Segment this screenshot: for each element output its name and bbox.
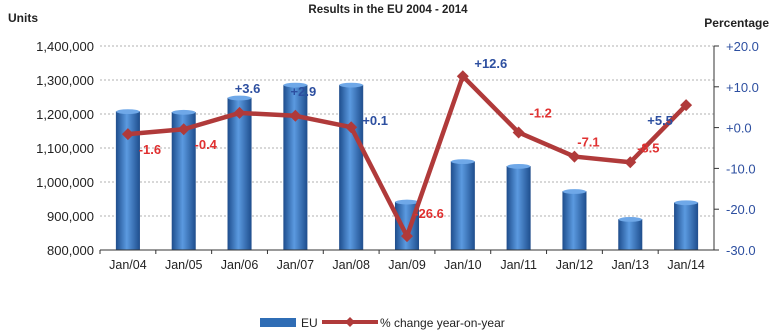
- change-data-label: -0.4: [195, 137, 218, 152]
- change-data-label: +3.6: [235, 81, 261, 96]
- change-data-label: +5.5: [647, 113, 673, 128]
- y-left-tick-label: 800,000: [47, 243, 94, 258]
- x-tick-label: Jan/12: [556, 258, 594, 272]
- bar-eu: [339, 84, 364, 251]
- change-data-label: -7.1: [577, 135, 599, 150]
- y-right-tick-label: +0.0: [726, 121, 752, 136]
- axes: 1,400,000 1,300,000 1,200,000 1,100,000 1,00…: [36, 39, 759, 272]
- y-left-tick-label: 1,100,000: [36, 141, 94, 156]
- x-tick-label: Jan/10: [444, 258, 482, 272]
- y-right-tick-label: +20.0: [726, 39, 759, 54]
- change-marker: [401, 230, 413, 243]
- legend-label-change: % change year-on-year: [380, 316, 505, 330]
- y-left-tick-label: 900,000: [47, 209, 94, 224]
- change-marker: [345, 121, 358, 134]
- change-marker: [177, 123, 190, 136]
- bar-eu-cap: [395, 199, 419, 205]
- legend-swatch-eu: [260, 318, 296, 327]
- bar-eu-cap: [172, 109, 196, 115]
- bar-eu-cap: [562, 189, 587, 194]
- legend-label-eu: EU: [301, 316, 318, 330]
- change-marker: [680, 99, 693, 112]
- y-left-tick-label: 1,300,000: [36, 73, 94, 88]
- bar-eu-cap: [283, 82, 308, 88]
- bar-series: [115, 82, 699, 251]
- y-right-tick-label: +10.0: [726, 80, 759, 95]
- bar-eu-cap: [506, 163, 531, 169]
- change-data-label: -1.6: [139, 142, 161, 157]
- change-data-label: -8.5: [637, 140, 659, 155]
- chart-title: Results in the EU 2004 - 2014: [308, 4, 468, 16]
- x-tick-label: Jan/07: [277, 258, 315, 272]
- y-right-tick-label: -30.0: [726, 243, 756, 258]
- change-data-label: +0.1: [362, 113, 388, 128]
- bar-eu-cap: [339, 82, 363, 88]
- bar-eu: [450, 161, 475, 251]
- change-marker: [289, 109, 302, 122]
- bar-eu-cap: [116, 109, 140, 115]
- bar-eu-cap: [674, 200, 698, 206]
- change-marker: [512, 126, 525, 139]
- bar-eu-cap: [451, 159, 475, 165]
- legend-marker-change: [345, 317, 355, 327]
- change-data-label: +2.9: [291, 84, 317, 99]
- change-marker: [233, 106, 246, 119]
- x-tick-label: Jan/13: [612, 258, 650, 272]
- bar-eu: [562, 191, 587, 251]
- bar-eu-cap: [618, 217, 642, 222]
- x-tick-label: Jan/08: [332, 258, 370, 272]
- y-left-axis-label: Units: [8, 11, 38, 25]
- y-right-tick-label: -20.0: [726, 202, 756, 217]
- change-data-label: -26.6: [414, 206, 444, 221]
- y-right-axis-label: Percentage: [704, 16, 769, 30]
- bar-eu: [227, 97, 252, 251]
- bar-eu: [674, 202, 699, 251]
- change-data-label: -1.2: [529, 105, 551, 120]
- y-right-tick-label: -10.0: [726, 161, 756, 176]
- x-tick-label: Jan/04: [109, 258, 147, 272]
- bar-eu: [506, 166, 531, 251]
- bar-eu: [618, 219, 643, 251]
- change-marker: [568, 150, 581, 163]
- legend: EU % change year-on-year: [260, 316, 505, 330]
- x-tick-label: Jan/05: [165, 258, 203, 272]
- y-left-tick-label: 1,000,000: [36, 175, 94, 190]
- bar-eu-cap: [227, 95, 252, 101]
- line-series: -1.6 -0.4 +3.6 +2.9 +0.1 -26.6 +12.6 -1.2 -7.1 -8…: [121, 56, 693, 243]
- change-data-label: +12.6: [474, 56, 507, 71]
- change-marker: [456, 70, 469, 83]
- x-tick-label: Jan/14: [667, 258, 705, 272]
- x-tick-label: Jan/11: [500, 258, 537, 272]
- y-left-tick-label: 1,400,000: [36, 39, 94, 54]
- x-tick-label: Jan/09: [388, 258, 426, 272]
- change-marker: [121, 128, 134, 141]
- y-left-tick-label: 1,200,000: [36, 107, 94, 122]
- change-marker: [624, 156, 637, 169]
- x-tick-label: Jan/06: [221, 258, 259, 272]
